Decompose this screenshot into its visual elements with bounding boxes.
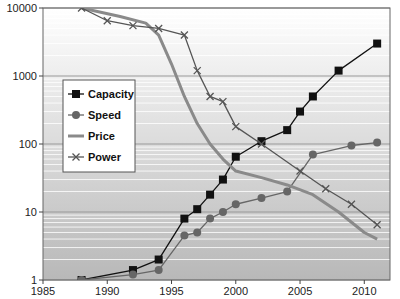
data-point [297, 168, 304, 175]
chart: 110100100010000198519901995200020052010C… [0, 0, 400, 299]
minor-grid-line [43, 239, 390, 240]
data-point [193, 228, 201, 236]
x-tick [43, 280, 44, 284]
data-point [180, 232, 188, 240]
y-tick-label: 10 [25, 206, 37, 218]
x-tick [171, 280, 172, 284]
data-point [193, 205, 201, 213]
y-tick-label: 100 [19, 138, 37, 150]
legend-swatch [68, 135, 84, 138]
legend: Capacity Speed Price Power [63, 80, 135, 172]
y-tick [39, 8, 43, 9]
data-point [155, 266, 163, 274]
data-point [347, 142, 355, 150]
data-point [206, 191, 214, 199]
minor-grid-line [43, 227, 390, 228]
y-tick [39, 212, 43, 213]
data-point [258, 141, 265, 148]
minor-grid-line [43, 218, 390, 219]
x-tick-label: 2005 [288, 285, 312, 297]
data-point [129, 22, 136, 29]
x-tick [235, 280, 236, 284]
data-point [181, 32, 188, 39]
legend-box [63, 80, 135, 172]
minor-grid-line [43, 232, 390, 233]
plot-frame [43, 8, 390, 280]
minor-grid-line [43, 179, 390, 180]
minor-grid-line [43, 55, 390, 56]
data-point [219, 208, 227, 216]
minor-grid-line [43, 28, 390, 29]
data-point [373, 139, 381, 147]
plot-background [43, 8, 390, 280]
x-tick [107, 280, 108, 284]
data-point [78, 276, 86, 280]
legend-label: Speed [88, 109, 121, 121]
grid [43, 8, 390, 280]
data-point [219, 176, 227, 184]
y-tick-label: 1000 [13, 70, 37, 82]
data-point [104, 17, 111, 24]
data-point [296, 108, 304, 116]
legend-marker [73, 154, 80, 161]
data-point [232, 200, 240, 208]
grid-line [43, 76, 390, 77]
data-point [232, 123, 239, 130]
minor-grid-line [43, 18, 390, 19]
y-tick-label: 10000 [6, 2, 37, 14]
data-point [322, 185, 329, 192]
minor-grid-line [43, 259, 390, 260]
y-tick [39, 144, 43, 145]
data-point [219, 98, 226, 105]
data-point [155, 256, 163, 264]
data-point [374, 221, 381, 228]
data-point [309, 92, 317, 100]
y-tick [39, 280, 43, 281]
data-point [194, 67, 201, 74]
data-point [129, 271, 137, 279]
data-point [78, 8, 85, 12]
legend-label: Power [88, 151, 122, 163]
data-point [232, 153, 240, 161]
minor-grid-line [43, 247, 390, 248]
data-point [180, 215, 188, 223]
minor-grid-line [43, 23, 390, 24]
data-point [309, 151, 317, 159]
data-point [206, 215, 214, 223]
x-tick-label: 1985 [31, 285, 55, 297]
data-point [283, 126, 291, 134]
x-tick [300, 280, 301, 284]
x-tick-label: 2010 [352, 285, 376, 297]
legend-label: Price [88, 130, 115, 142]
minor-grid-line [43, 191, 390, 192]
minor-grid-line [43, 43, 390, 44]
minor-grid-line [43, 222, 390, 223]
x-tick-label: 1990 [95, 285, 119, 297]
minor-grid-line [43, 79, 390, 80]
legend-marker [72, 90, 80, 98]
data-point [257, 194, 265, 202]
data-point [155, 25, 162, 32]
data-point [78, 276, 86, 280]
data-point [348, 201, 355, 208]
x-tick-label: 1995 [159, 285, 183, 297]
x-tick-label: 2000 [224, 285, 248, 297]
data-point [207, 93, 214, 100]
y-tick [39, 76, 43, 77]
legend-marker [72, 111, 80, 119]
data-point [373, 40, 381, 48]
data-point [335, 67, 343, 75]
minor-grid-line [43, 35, 390, 36]
data-point [283, 188, 291, 196]
legend-label: Capacity [88, 88, 135, 100]
x-tick [364, 280, 365, 284]
